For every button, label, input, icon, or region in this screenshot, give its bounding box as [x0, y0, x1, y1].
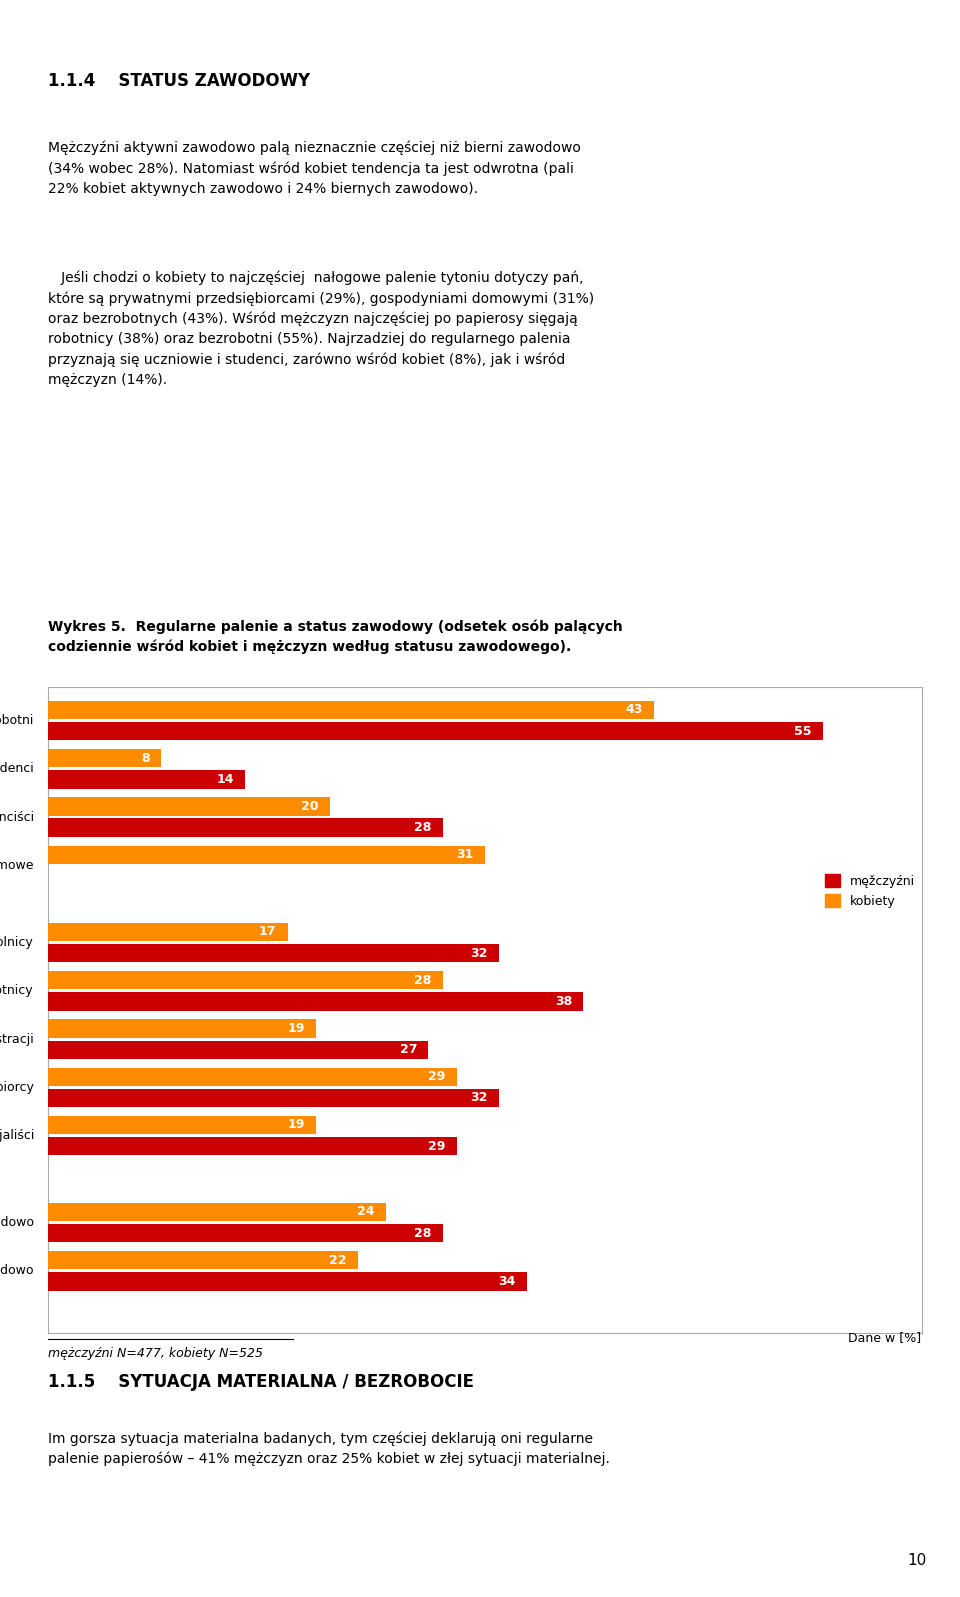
Text: 10: 10 — [907, 1552, 926, 1568]
Bar — [48, 971, 443, 990]
Text: robotnicy: robotnicy — [0, 984, 34, 997]
Text: 38: 38 — [555, 995, 572, 1008]
Text: Dane w [%]: Dane w [%] — [849, 1330, 922, 1345]
Bar — [48, 1116, 316, 1134]
Text: TNS: TNS — [22, 21, 76, 45]
Text: 31: 31 — [456, 848, 473, 861]
Text: 19: 19 — [287, 1118, 304, 1132]
Text: Im gorsza sytuacja materialna badanych, tym częściej deklarują oni regularne
pal: Im gorsza sytuacja materialna badanych, … — [48, 1431, 610, 1466]
Text: 32: 32 — [470, 947, 488, 960]
Text: bezrobotni: bezrobotni — [0, 714, 34, 727]
Bar — [48, 845, 485, 864]
Bar — [48, 1019, 316, 1038]
Text: Mężczyźni aktywni zawodowo palą nieznacznie częściej niż bierni zawodowo
(34% wo: Mężczyźni aktywni zawodowo palą nieznacz… — [48, 141, 581, 196]
Text: pracownicy usług i administracji: pracownicy usług i administracji — [0, 1033, 34, 1046]
Bar — [48, 770, 245, 789]
Text: 14: 14 — [217, 773, 234, 786]
Bar — [48, 1067, 457, 1086]
Text: 22: 22 — [329, 1254, 347, 1266]
Text: uczniowie i studenci: uczniowie i studenci — [0, 762, 34, 775]
Text: 28: 28 — [414, 974, 431, 987]
Bar — [48, 819, 443, 837]
Bar — [48, 1250, 358, 1270]
Text: aktywni zawodowo: aktywni zawodowo — [0, 1265, 34, 1278]
Bar — [48, 1137, 457, 1155]
Text: 17: 17 — [259, 925, 276, 939]
Text: 43: 43 — [625, 703, 642, 717]
Text: mężczyźni N=477, kobiety N=525: mężczyźni N=477, kobiety N=525 — [48, 1346, 263, 1361]
Text: 34: 34 — [498, 1274, 516, 1287]
Text: 29: 29 — [428, 1140, 445, 1153]
Text: Wykres 5.  Regularne palenie a status zawodowy (odsetek osób palących
codziennie: Wykres 5. Regularne palenie a status zaw… — [48, 620, 623, 655]
Text: 1.1.5    SYTUACJA MATERIALNA / BEZROBOCIE: 1.1.5 SYTUACJA MATERIALNA / BEZROBOCIE — [48, 1373, 474, 1391]
Text: prywatni przedsiębiorcy: prywatni przedsiębiorcy — [0, 1081, 34, 1094]
Bar — [48, 1273, 527, 1290]
Bar — [48, 1223, 443, 1242]
Text: 27: 27 — [399, 1043, 418, 1056]
Bar — [48, 923, 288, 941]
Bar — [48, 1089, 499, 1107]
Bar — [48, 701, 654, 719]
Text: 19: 19 — [287, 1022, 304, 1035]
Bar — [48, 722, 823, 741]
Bar — [48, 944, 499, 963]
Text: 29: 29 — [428, 1070, 445, 1083]
Text: 24: 24 — [357, 1206, 375, 1219]
Text: rolnicy: rolnicy — [0, 936, 34, 949]
Bar — [48, 992, 584, 1011]
Text: TNS: TNS — [266, 1557, 300, 1571]
Bar — [48, 749, 160, 767]
Text: emeryci i renciści: emeryci i renciści — [0, 811, 34, 824]
Text: 55: 55 — [794, 725, 812, 738]
Text: 1.1.4    STATUS ZAWODOWY: 1.1.4 STATUS ZAWODOWY — [48, 72, 310, 89]
Text: 20: 20 — [301, 800, 319, 813]
Text: bierni zawodowo: bierni zawodowo — [0, 1215, 34, 1230]
Text: 8: 8 — [141, 752, 150, 765]
Text: 28: 28 — [414, 821, 431, 834]
Text: 32: 32 — [470, 1091, 488, 1105]
Bar — [48, 1041, 428, 1059]
Bar — [48, 797, 330, 816]
Text: 28: 28 — [414, 1226, 431, 1239]
Text: gospodynię domowe: gospodynię domowe — [0, 859, 34, 872]
Text: kierownicy, specjaliści: kierownicy, specjaliści — [0, 1129, 34, 1142]
Bar — [48, 1203, 386, 1222]
Text: Jeśli chodzi o kobiety to najczęściej  nałogowe palenie tytoniu dotyczy pań,
któ: Jeśli chodzi o kobiety to najczęściej na… — [48, 270, 594, 388]
Legend: męžczyźni, kobiety: męžczyźni, kobiety — [826, 874, 915, 907]
